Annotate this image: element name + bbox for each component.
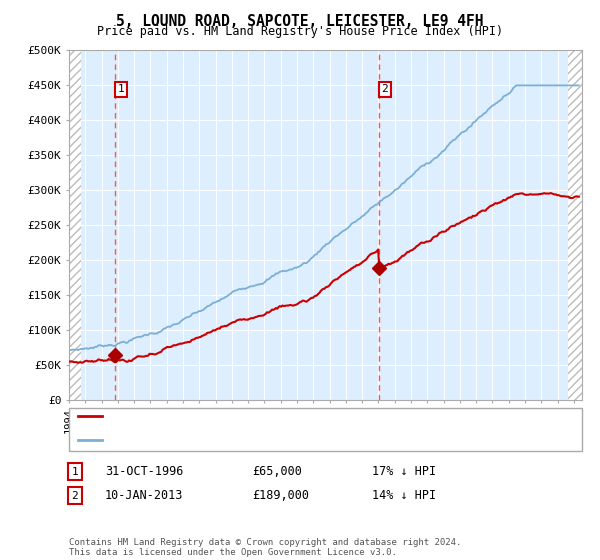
Text: £189,000: £189,000 <box>252 489 309 502</box>
Text: 17% ↓ HPI: 17% ↓ HPI <box>372 465 436 478</box>
Text: 31-OCT-1996: 31-OCT-1996 <box>105 465 184 478</box>
Text: 2: 2 <box>382 85 388 95</box>
Text: 2: 2 <box>71 491 79 501</box>
Text: 10-JAN-2013: 10-JAN-2013 <box>105 489 184 502</box>
Bar <box>69 50 81 400</box>
Text: HPI: Average price, detached house, Blaby: HPI: Average price, detached house, Blab… <box>108 435 385 445</box>
Text: Contains HM Land Registry data © Crown copyright and database right 2024.
This d: Contains HM Land Registry data © Crown c… <box>69 538 461 557</box>
Text: 1: 1 <box>71 466 79 477</box>
Text: 14% ↓ HPI: 14% ↓ HPI <box>372 489 436 502</box>
Text: 5, LOUND ROAD, SAPCOTE, LEICESTER, LE9 4FH: 5, LOUND ROAD, SAPCOTE, LEICESTER, LE9 4… <box>116 14 484 29</box>
Text: Price paid vs. HM Land Registry's House Price Index (HPI): Price paid vs. HM Land Registry's House … <box>97 25 503 38</box>
Text: 1: 1 <box>118 85 124 95</box>
Text: 5, LOUND ROAD, SAPCOTE, LEICESTER, LE9 4FH (detached house): 5, LOUND ROAD, SAPCOTE, LEICESTER, LE9 4… <box>108 410 506 421</box>
Text: £65,000: £65,000 <box>252 465 302 478</box>
Bar <box>568 50 582 400</box>
